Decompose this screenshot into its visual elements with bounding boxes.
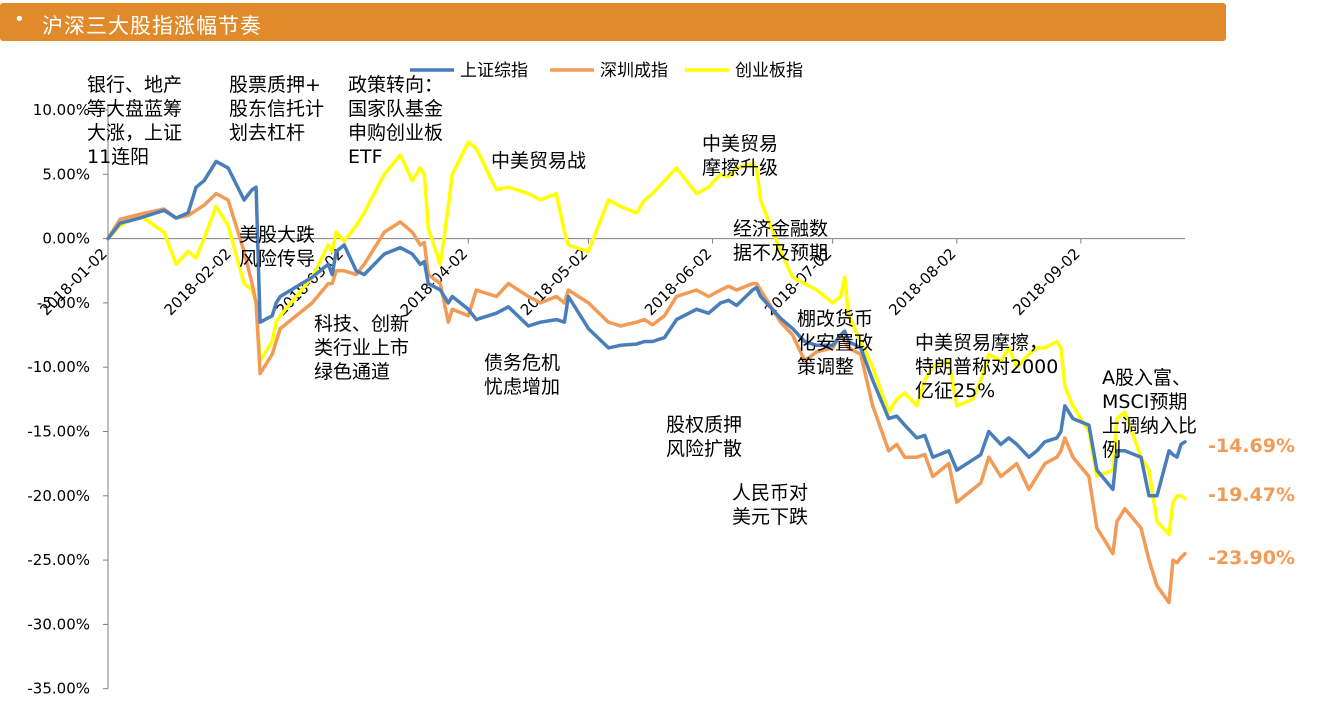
annotation-line: 亿征25% xyxy=(915,380,995,402)
annotation: 中美贸易摩擦，特朗普称对2000 亿征25% xyxy=(915,332,1058,402)
legend-label: 创业板指 xyxy=(735,61,803,81)
y-tick-label: -25.00% xyxy=(27,551,90,569)
annotation: 美股大跌风险传导 xyxy=(239,224,315,270)
annotation: 银行、地产等大盘蓝筹大涨，上证 11连阳 xyxy=(87,74,182,168)
end-value-label: -19.47% xyxy=(1208,484,1295,506)
annotation-line: 忧虑增加 xyxy=(484,376,560,398)
y-tick-label: -35.00% xyxy=(27,680,90,698)
annotation: 经济金融数据不及预期 xyxy=(733,218,828,264)
annotation-line: 风险传导 xyxy=(239,248,315,270)
x-tick-label: 2018-08-02 xyxy=(885,245,959,319)
annotation-line: 大涨，上证 xyxy=(87,122,182,144)
y-tick-label: -5.00% xyxy=(37,294,90,312)
annotation-line: 11连阳 xyxy=(87,146,149,168)
annotation-line: 类行业上市 xyxy=(314,337,409,359)
annotation-line: 风险扩散 xyxy=(666,438,742,460)
annotation-line: 国家队基金 xyxy=(348,98,443,120)
y-tick-label: 5.00% xyxy=(42,165,90,183)
y-tick-label: 0.00% xyxy=(42,230,90,248)
annotation-line: 美元下跌 xyxy=(732,506,808,528)
annotation-line: 绿色通道 xyxy=(314,361,390,383)
annotation: 中美贸易摩擦升级 xyxy=(702,133,778,179)
series-line-shanghai-composite xyxy=(106,159,1187,498)
y-tick-label: -10.00% xyxy=(27,358,90,376)
annotation: 人民币对美元下跌 xyxy=(732,482,808,528)
title-bullet: • xyxy=(14,9,25,30)
annotation-line: MSCI预期 xyxy=(1102,391,1187,413)
end-value-label: -14.69% xyxy=(1208,435,1295,457)
annotation-line: 中美贸易摩擦， xyxy=(915,332,1048,354)
annotation-line: 人民币对 xyxy=(732,482,808,504)
annotation-line: 经济金融数 xyxy=(733,218,828,240)
annotation: A股入富、 MSCI预期上调纳入比例 xyxy=(1102,367,1197,461)
annotation-line: 上调纳入比 xyxy=(1102,415,1197,437)
y-tick-label: -30.00% xyxy=(27,615,90,633)
annotation-line: 棚改货币 xyxy=(797,308,873,330)
annotation-line: 策调整 xyxy=(797,356,854,378)
annotation-line: 申购创业板 xyxy=(348,122,443,144)
annotation-line: 政策转向： xyxy=(348,74,443,96)
end-value-label: -23.90% xyxy=(1208,547,1295,569)
annotation: 股票质押+股东信托计划去杠杆 xyxy=(229,74,324,144)
annotation-line: 据不及预期 xyxy=(733,242,828,264)
annotation: 债务危机忧虑增加 xyxy=(484,352,560,398)
annotation-line: 中美贸易战 xyxy=(491,150,586,172)
page-title: 沪深三大股指涨幅节奏 xyxy=(42,14,262,38)
annotation-line: 化安置政 xyxy=(797,332,873,354)
annotation-line: 划去杠杆 xyxy=(229,122,305,144)
annotation-line: 特朗普称对2000 xyxy=(915,356,1058,378)
annotation-line: ETF xyxy=(348,146,383,168)
annotation: 政策转向：国家队基金申购创业板 ETF xyxy=(348,74,443,168)
legend-label: 深圳成指 xyxy=(600,61,668,81)
annotation-line: 股权质押 xyxy=(666,414,742,436)
annotation-line: A股入富、 xyxy=(1102,367,1191,389)
annotation-line: 等大盘蓝筹 xyxy=(87,98,182,120)
x-tick-label: 2018-04-02 xyxy=(397,245,471,319)
x-tick-label: 2018-09-02 xyxy=(1009,245,1083,319)
annotation-line: 银行、地产 xyxy=(87,74,182,96)
annotation-line: 债务危机 xyxy=(484,352,560,374)
annotation-line: 美股大跌 xyxy=(239,224,315,246)
y-tick-label: 10.00% xyxy=(33,101,90,119)
annotation: 中美贸易战 xyxy=(491,150,586,172)
annotation: 棚改货币化安置政策调整 xyxy=(797,308,873,378)
annotation: 股权质押风险扩散 xyxy=(666,414,742,460)
annotation-line: 摩擦升级 xyxy=(702,157,778,179)
annotation: 科技、创新类行业上市绿色通道 xyxy=(314,313,409,383)
x-tick-label: 2018-06-02 xyxy=(641,245,715,319)
y-tick-label: -15.00% xyxy=(27,423,90,441)
annotation-line: 科技、创新 xyxy=(314,313,409,335)
annotation-line: 股票质押+ xyxy=(229,74,321,96)
legend-label: 上证综指 xyxy=(460,61,528,81)
annotation-line: 例 xyxy=(1102,439,1121,461)
title-bar: • 沪深三大股指涨幅节奏 xyxy=(0,3,1226,41)
annotation-line: 中美贸易 xyxy=(702,133,778,155)
y-tick-label: -20.00% xyxy=(27,487,90,505)
x-tick-label: 2018-05-02 xyxy=(517,245,591,319)
series-line-shenzhen-component xyxy=(106,191,1187,605)
series-line-chinext xyxy=(106,140,1187,537)
annotation-line: 股东信托计 xyxy=(229,98,324,120)
